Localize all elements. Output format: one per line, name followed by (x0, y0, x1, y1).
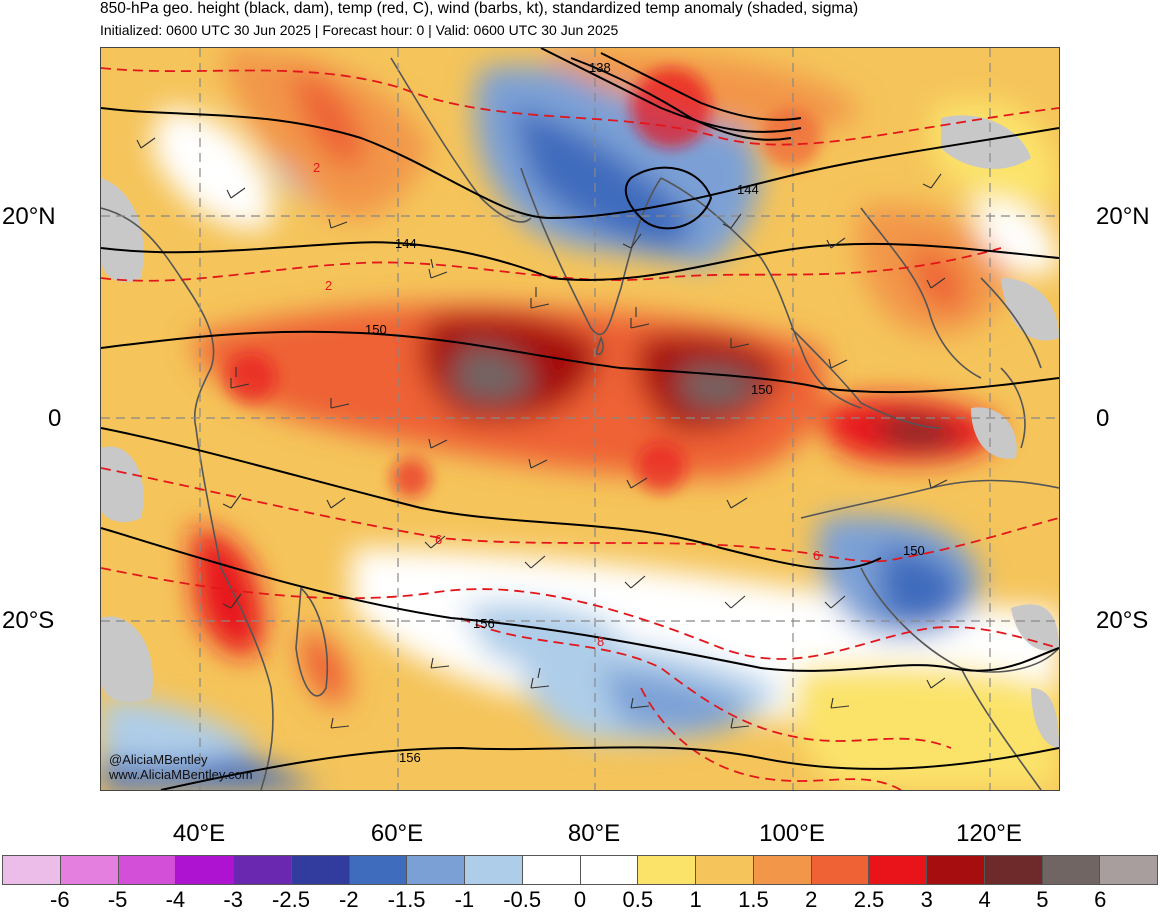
colorbar-tick-label: 6 (1094, 887, 1107, 912)
map-subtitle: Initialized: 0600 UTC 30 Jun 2025 | Fore… (100, 22, 619, 38)
colorbar-tick-label: -5 (107, 887, 128, 912)
map-panel: 138 144 144 150 150 150 156 156 2 2 6 6 … (100, 47, 1060, 791)
colorbar-tick-label: 2 (805, 887, 818, 912)
colorbar-swatch (291, 856, 350, 884)
lon-label-60e: 60°E (370, 820, 424, 847)
colorbar-tick-label: 4 (978, 887, 991, 912)
colorbar-tick-label: -1 (454, 887, 475, 912)
temperature-contours (101, 67, 1059, 790)
height-label-156-mid: 156 (473, 616, 495, 631)
temp-label-2-west: 2 (325, 278, 332, 293)
lon-label-80e: 80°E (567, 820, 621, 847)
height-contours (101, 48, 1059, 790)
colorbar-swatch (522, 856, 581, 884)
colorbar-swatch (465, 856, 523, 884)
height-label-150-east: 150 (751, 382, 773, 397)
height-label-144-west: 144 (395, 236, 417, 251)
colorbar-swatch (869, 856, 927, 884)
wind-barbs (136, 137, 948, 729)
colorbar (2, 855, 1158, 885)
colorbar-swatch (176, 856, 234, 884)
colorbar-tick-label: -1.5 (387, 887, 426, 912)
colorbar-swatch (927, 856, 985, 884)
graticule (101, 48, 1059, 790)
colorbar-tick-label: 3 (920, 887, 933, 912)
colorbar-swatch (580, 856, 639, 884)
colorbar-swatch (1042, 856, 1101, 884)
colorbar-swatch (811, 856, 870, 884)
colorbar-swatch (118, 856, 177, 884)
lat-label-20s-left: 20°S (2, 607, 55, 634)
colorbar-tick-label: -4 (165, 887, 186, 912)
colorbar-swatch (234, 856, 292, 884)
colorbar-swatch (753, 856, 812, 884)
height-label-156-south: 156 (399, 750, 421, 765)
colorbar-tick-label: 1 (689, 887, 702, 912)
height-label-150-west: 150 (365, 322, 387, 337)
colorbar-tick-label: -2 (339, 887, 359, 912)
temp-label-8: 8 (597, 634, 604, 649)
anomaly-shading (101, 48, 1059, 790)
lat-label-20s-right: 20°S (1096, 607, 1149, 634)
credit-site: www.AliciaMBentley.com (109, 767, 253, 782)
colorbar-tick-label: -6 (50, 887, 70, 912)
colorbar-tick-label: 2.5 (853, 887, 885, 912)
colorbar-tick-label: 1.5 (738, 887, 769, 912)
temp-label-2-north: 2 (313, 160, 320, 175)
colorbar-swatch (349, 856, 408, 884)
colorbar-tick-label: 0.5 (622, 887, 654, 912)
colorbar-swatch (3, 856, 61, 884)
lon-label-40e: 40°E (172, 820, 226, 847)
map-title: 850-hPa geo. height (black, dam), temp (… (100, 0, 859, 17)
colorbar-tick-label: -3 (223, 887, 243, 912)
colorbar-tick-label: 5 (1036, 887, 1049, 912)
lat-label-eq-right: 0 (1096, 405, 1110, 432)
height-label-150-south: 150 (903, 543, 925, 558)
lat-label-eq-left: 0 (48, 405, 62, 432)
coastlines (101, 57, 1059, 790)
colorbar-swatch (407, 856, 465, 884)
colorbar-swatch (638, 856, 696, 884)
map-field: 138 144 144 150 150 150 156 156 2 2 6 6 … (101, 48, 1059, 790)
colorbar-tick-label: -2.5 (272, 887, 310, 912)
colorbar-swatch (984, 856, 1043, 884)
lat-label-20n-left: 20°N (2, 203, 56, 230)
temp-label-6-west: 6 (435, 532, 442, 547)
height-label-144-east: 144 (737, 182, 759, 197)
colorbar-swatch (1100, 856, 1157, 884)
colorbar-tick-label: -0.5 (503, 887, 542, 912)
height-label-138: 138 (589, 60, 611, 75)
masked-terrain (101, 115, 1059, 748)
colorbar-swatch (696, 856, 754, 884)
lon-label-120e: 120°E (956, 820, 1022, 847)
colorbar-tick-label: 0 (573, 887, 587, 912)
lat-label-20n-right: 20°N (1096, 203, 1150, 230)
temp-label-6-east: 6 (813, 548, 820, 563)
credit-handle: @AliciaMBentley (109, 752, 208, 767)
colorbar-swatch (60, 856, 119, 884)
lon-label-100e: 100°E (759, 820, 825, 847)
